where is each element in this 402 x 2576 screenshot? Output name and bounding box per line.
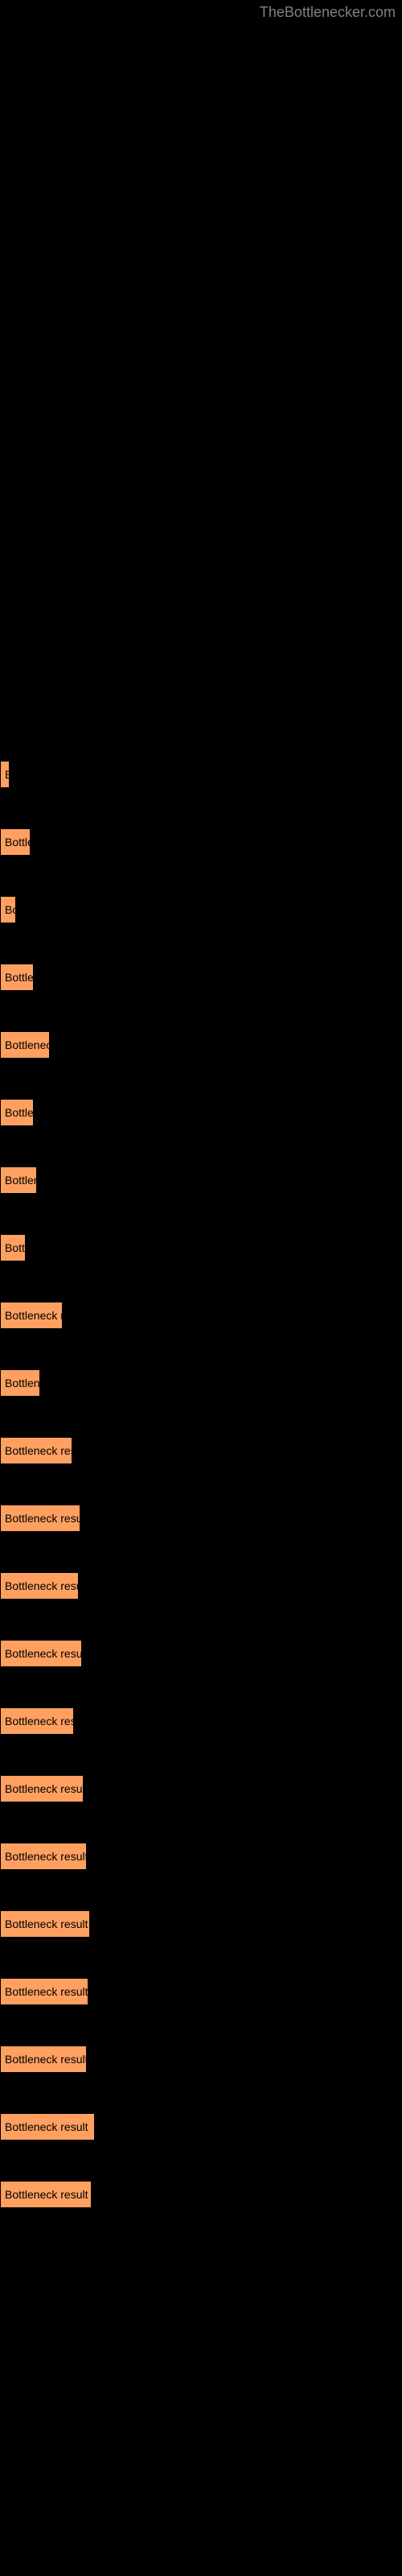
bar-item: Bottler	[0, 1099, 34, 1126]
bar-row: Bo	[0, 896, 402, 923]
bar-item: B	[0, 761, 10, 788]
bar-item: Bottleneck r	[0, 1302, 63, 1329]
bar-item: Bottleneck result	[0, 1910, 90, 1938]
bar-item: Bottle	[0, 1234, 26, 1261]
bar-item: Bottleneck res	[0, 1707, 74, 1735]
bar-row: Bottler	[0, 1099, 402, 1126]
bar-row: Bottleneck result	[0, 1978, 402, 2005]
bar-item: Bo	[0, 896, 16, 923]
watermark: TheBottlenecker.com	[260, 4, 396, 21]
bar-item: Bottleneck result	[0, 1843, 87, 1870]
bar-row: Bottleneck result	[0, 1775, 402, 1802]
bar-item: Bottleneck	[0, 1031, 50, 1059]
bar-row: Bottleneck result	[0, 1572, 402, 1600]
bar-item: Bottleneck result	[0, 2113, 95, 2140]
bar-chart: B Bottler Bo Bottler Bottleneck Bottler Bottle…	[0, 761, 402, 2208]
bar-row: Bottleneck result	[0, 2046, 402, 2073]
bar-row: Bottleneck	[0, 1031, 402, 1059]
bar-row: Bottlene	[0, 1369, 402, 1397]
bar-row: Bottlenec	[0, 1166, 402, 1194]
bar-row: Bottleneck result	[0, 1640, 402, 1667]
bar-row: Bottleneck result	[0, 1910, 402, 1938]
bar-item: Bottleneck result	[0, 2181, 92, 2208]
bar-row: Bottler	[0, 828, 402, 856]
bar-item: Bottleneck result	[0, 1640, 82, 1667]
bar-item: Bottleneck resu	[0, 1437, 72, 1464]
bar-row: Bottleneck r	[0, 1302, 402, 1329]
bar-item: Bottler	[0, 964, 34, 991]
bar-row: Bottle	[0, 1234, 402, 1261]
bar-row: Bottleneck result	[0, 2113, 402, 2140]
bar-row: B	[0, 761, 402, 788]
bar-item: Bottleneck result	[0, 1775, 84, 1802]
bar-item: Bottleneck result	[0, 1572, 79, 1600]
bar-item: Bottleneck result	[0, 2046, 87, 2073]
bar-row: Bottleneck result	[0, 2181, 402, 2208]
bar-item: Bottlenec	[0, 1166, 37, 1194]
bar-item: Bottleneck result	[0, 1505, 80, 1532]
bar-row: Bottleneck resu	[0, 1437, 402, 1464]
bar-item: Bottleneck result	[0, 1978, 88, 2005]
bar-row: Bottleneck result	[0, 1843, 402, 1870]
bar-row: Bottler	[0, 964, 402, 991]
bar-item: Bottler	[0, 828, 31, 856]
bar-item: Bottlene	[0, 1369, 40, 1397]
bar-row: Bottleneck res	[0, 1707, 402, 1735]
bar-row: Bottleneck result	[0, 1505, 402, 1532]
